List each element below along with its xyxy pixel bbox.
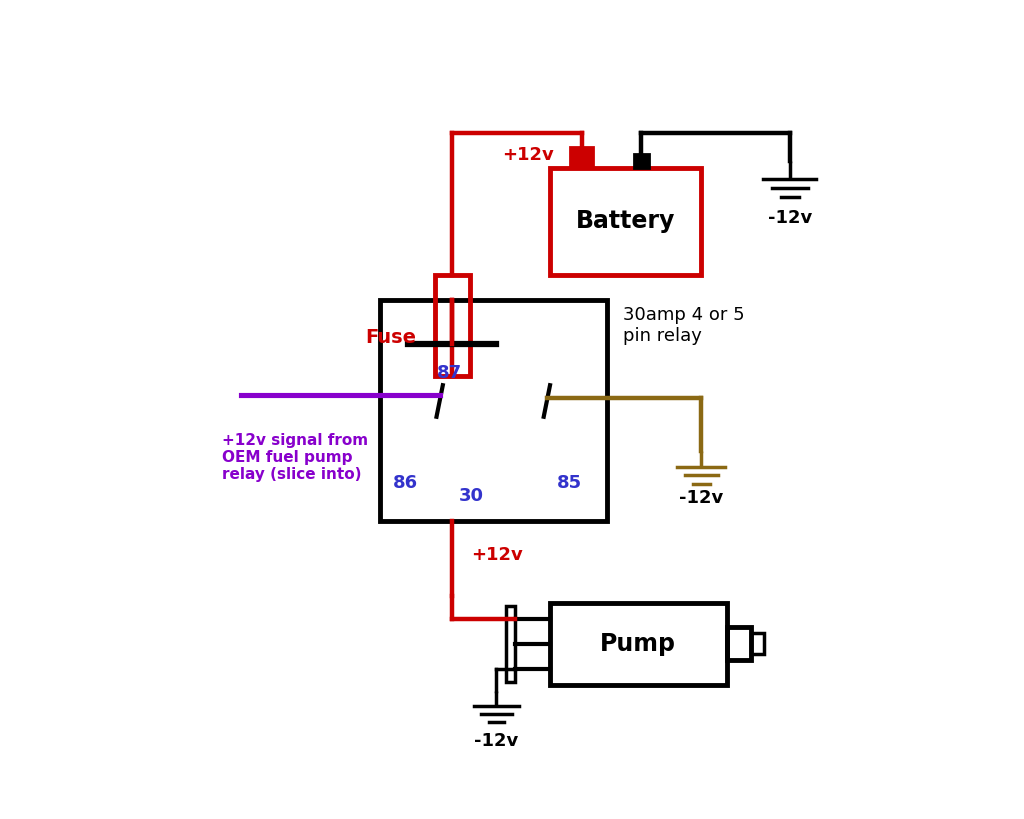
Text: 87: 87 bbox=[436, 364, 462, 382]
Text: Battery: Battery bbox=[577, 209, 676, 233]
Text: +12v: +12v bbox=[471, 546, 523, 564]
Text: Pump: Pump bbox=[600, 631, 676, 656]
Text: -12v: -12v bbox=[768, 209, 812, 227]
Bar bbox=[506, 606, 515, 681]
Text: -12v: -12v bbox=[474, 732, 518, 750]
Bar bbox=[727, 627, 751, 660]
Text: +12v: +12v bbox=[502, 146, 554, 164]
Text: +12v signal from
OEM fuel pump
relay (slice into): +12v signal from OEM fuel pump relay (sl… bbox=[222, 432, 369, 482]
Bar bbox=[751, 633, 765, 654]
Bar bbox=[570, 147, 593, 168]
Text: 30: 30 bbox=[459, 486, 483, 505]
Text: -12v: -12v bbox=[679, 489, 724, 507]
Text: Fuse: Fuse bbox=[365, 328, 416, 347]
Bar bbox=[634, 154, 649, 168]
Text: 86: 86 bbox=[392, 474, 418, 492]
Text: 85: 85 bbox=[556, 474, 582, 492]
Text: 30amp 4 or 5
pin relay: 30amp 4 or 5 pin relay bbox=[623, 306, 744, 345]
